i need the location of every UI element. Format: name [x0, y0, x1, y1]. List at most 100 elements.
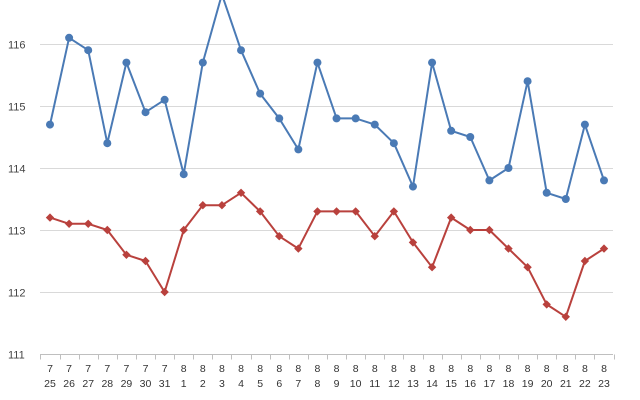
series-1-point	[179, 170, 188, 179]
series-2-point	[370, 232, 379, 241]
x-tick-label-day: 2	[200, 378, 206, 390]
series-2-point	[45, 213, 55, 222]
series-1-point	[65, 33, 74, 42]
series-2-point	[198, 201, 208, 210]
series-2-point	[599, 244, 609, 253]
series-2-point	[294, 244, 303, 253]
x-tick-label-month: 7	[104, 363, 110, 375]
x-tick-label-month: 8	[315, 363, 321, 375]
x-tick-label-day: 4	[238, 378, 244, 390]
x-tick-label-month: 8	[219, 363, 225, 375]
x-axis: 1111121131141151167257267277287297307318…	[8, 40, 615, 390]
series-1-line	[49, 0, 605, 200]
series-1-point	[294, 145, 303, 154]
series-1-point	[523, 77, 532, 86]
series-2-point	[122, 250, 131, 259]
x-tick-label-month: 8	[181, 363, 187, 375]
series-2-point	[504, 244, 513, 253]
x-tick-label-day: 13	[407, 378, 419, 390]
x-tick-label-month: 8	[238, 363, 244, 375]
x-tick-label-day: 16	[464, 378, 476, 390]
x-tick-label-day: 12	[388, 378, 400, 390]
x-tick-label-month: 7	[162, 363, 168, 375]
x-tick-label-month: 8	[353, 363, 359, 375]
series-1-point	[256, 89, 265, 98]
x-tick-label-month: 8	[525, 363, 531, 375]
x-tick-label-month: 8	[372, 363, 378, 375]
series-2-point	[542, 300, 551, 309]
x-tick-label-month: 8	[544, 363, 550, 375]
x-tick-label-month: 8	[467, 363, 473, 375]
y-tick-label: 111	[8, 350, 25, 362]
x-tick-label-month: 7	[143, 363, 149, 375]
series-1-point	[485, 176, 494, 185]
x-tick-label-month: 7	[85, 363, 91, 375]
series-2-point	[275, 232, 284, 241]
x-tick-label-month: 7	[123, 363, 129, 375]
x-tick-label-month: 8	[601, 363, 607, 375]
series-1-point	[198, 58, 207, 67]
series-1-point	[275, 114, 284, 123]
series-1-point	[313, 58, 322, 67]
series-2-point	[84, 219, 93, 228]
series-2-point	[103, 225, 112, 235]
x-tick-label-day: 28	[101, 378, 113, 390]
x-tick-label-month: 8	[391, 363, 397, 375]
x-tick-label-day: 3	[219, 378, 225, 390]
series-2-point	[255, 207, 265, 216]
series-2-point	[313, 207, 322, 216]
x-tick-label-month: 8	[410, 363, 416, 375]
series-2-point	[332, 207, 341, 216]
series-1-point	[332, 114, 341, 123]
x-tick-label-day: 31	[159, 378, 171, 390]
series-1-point	[351, 114, 360, 123]
y-tick-label: 113	[8, 226, 26, 238]
x-tick-label-day: 21	[560, 378, 572, 390]
x-tick-label-month: 8	[582, 363, 588, 375]
series-1-point	[389, 139, 398, 148]
series-1-point	[447, 126, 456, 135]
series-2-point	[179, 225, 188, 235]
x-tick-label-day: 15	[445, 378, 457, 390]
series-group	[45, 0, 609, 321]
series-2-point	[523, 263, 532, 272]
series-2-point	[408, 238, 418, 247]
series-1-point	[46, 120, 54, 129]
series-1-point	[542, 188, 551, 197]
series-2-point	[351, 207, 360, 216]
x-tick-label-day: 29	[121, 378, 133, 390]
series-1	[46, 0, 608, 203]
series-2-line	[49, 191, 605, 318]
x-tick-label-day: 11	[369, 378, 380, 390]
x-tick-label-month: 8	[429, 363, 435, 375]
x-tick-label-day: 1	[181, 378, 187, 390]
series-1-point	[160, 95, 169, 104]
series-1-point	[237, 46, 246, 55]
x-tick-label-day: 9	[334, 378, 340, 390]
series-2-point	[389, 207, 399, 216]
series-2-point	[561, 312, 570, 321]
x-tick-label-day: 22	[579, 378, 591, 390]
x-tick-label-day: 20	[541, 378, 553, 390]
y-tick-label: 115	[8, 102, 26, 114]
series-1-point	[84, 46, 93, 55]
x-tick-label-day: 6	[276, 378, 282, 390]
x-tick-label-month: 8	[563, 363, 569, 375]
x-tick-label-month: 8	[448, 363, 454, 375]
series-1-point	[428, 58, 437, 67]
series-1-point	[370, 120, 379, 129]
y-tick-label: 114	[8, 164, 26, 176]
series-1-point	[408, 182, 417, 191]
series-1-point	[600, 176, 608, 185]
y-tick-label: 116	[8, 40, 26, 52]
series-2-point	[466, 225, 475, 235]
series-1-point	[504, 164, 513, 172]
y-tick-label: 112	[8, 288, 26, 300]
x-tick-label-day: 10	[350, 378, 362, 390]
gridlines	[40, 44, 613, 293]
x-tick-label-day: 17	[484, 378, 496, 390]
series-1-point	[580, 120, 589, 129]
x-tick-label-day: 5	[257, 378, 263, 390]
